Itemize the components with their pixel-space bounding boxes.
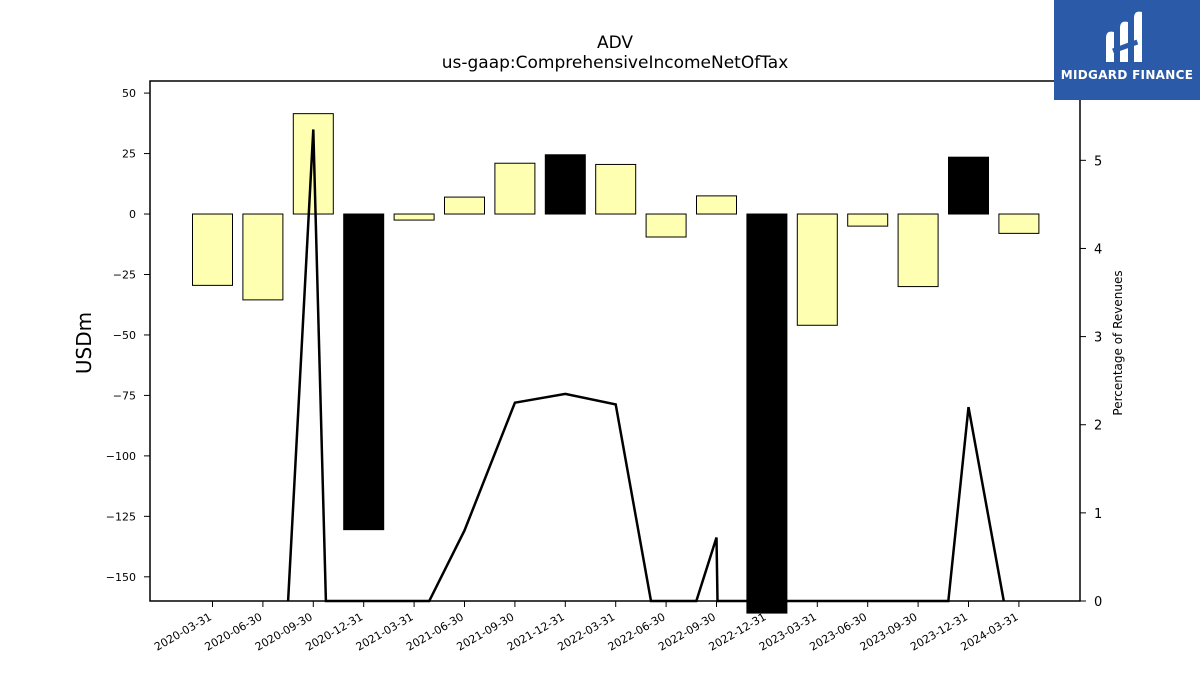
bar — [998, 213, 1040, 234]
bar — [343, 213, 385, 531]
y2-tick-label: 2 — [1094, 419, 1102, 434]
chart-title: ADV — [596, 33, 634, 53]
y2-tick-label: 4 — [1094, 242, 1102, 257]
y-tick-label: −150 — [106, 571, 136, 584]
bar — [444, 196, 485, 215]
bar — [494, 162, 536, 215]
y2-tick-label: 1 — [1094, 507, 1102, 522]
bar — [948, 156, 989, 215]
chart-subtitle: us-gaap:ComprehensiveIncomeNetOfTax — [441, 53, 789, 73]
bar — [897, 213, 939, 288]
y-tick-label: −100 — [106, 450, 136, 463]
logo: MIDGARD FINANCE — [1054, 0, 1200, 100]
y-tick-label: −25 — [113, 268, 136, 281]
plot-frame — [149, 80, 1081, 602]
bar — [192, 213, 233, 286]
bar — [595, 163, 637, 215]
y-tick-label: 0 — [129, 208, 136, 221]
bar — [645, 213, 687, 238]
y-tick-label: −75 — [113, 389, 136, 402]
logo-text: MIDGARD FINANCE — [1060, 68, 1194, 82]
bar — [544, 154, 586, 215]
bar — [746, 213, 788, 614]
bar — [242, 213, 284, 301]
y2-tick-label: 0 — [1094, 595, 1102, 610]
bar — [847, 213, 889, 227]
y-tick-label: 50 — [122, 87, 136, 100]
bar — [796, 213, 838, 326]
y-tick-label: 25 — [122, 148, 136, 161]
y-tick-label: −125 — [106, 510, 136, 523]
y-tick-label: −50 — [113, 329, 136, 342]
revenue-pct-line — [286, 129, 1006, 603]
x-tick-label: 2024-03-31 — [959, 610, 1021, 653]
bar — [393, 213, 435, 221]
y2-tick-label: 3 — [1094, 331, 1102, 346]
logo-mark-icon — [1106, 11, 1142, 63]
y2-tick-label: 5 — [1094, 154, 1102, 169]
bar — [696, 195, 737, 215]
